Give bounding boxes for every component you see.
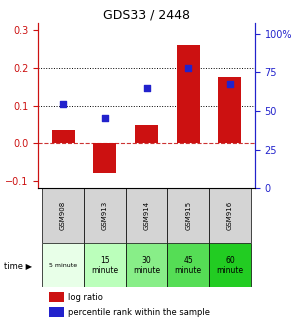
Text: percentile rank within the sample: percentile rank within the sample	[69, 308, 210, 317]
Bar	[209, 188, 251, 243]
Bar	[84, 188, 126, 243]
Title: GDS33 / 2448: GDS33 / 2448	[103, 9, 190, 22]
Bar	[218, 77, 241, 143]
Bar	[126, 188, 167, 243]
Text: GSM914: GSM914	[144, 201, 149, 230]
Bar	[93, 143, 116, 173]
Bar	[167, 188, 209, 243]
Bar	[126, 243, 167, 287]
Point	[103, 115, 107, 120]
Point	[228, 81, 232, 86]
Text: 60
minute: 60 minute	[216, 256, 243, 275]
Text: 30
minute: 30 minute	[133, 256, 160, 275]
Text: GSM916: GSM916	[227, 201, 233, 231]
Point	[186, 65, 190, 71]
Bar	[42, 188, 84, 243]
Bar	[167, 243, 209, 287]
Point	[144, 85, 149, 90]
Point	[61, 102, 65, 107]
Text: GSM915: GSM915	[185, 201, 191, 230]
Bar	[49, 292, 64, 302]
Text: 45
minute: 45 minute	[175, 256, 202, 275]
Bar	[49, 307, 64, 317]
Bar	[52, 130, 75, 143]
Bar	[135, 125, 158, 143]
Text: 5 minute: 5 minute	[49, 263, 77, 268]
Bar	[209, 243, 251, 287]
Text: GSM908: GSM908	[60, 201, 66, 231]
Bar	[42, 243, 84, 287]
Text: time ▶: time ▶	[4, 261, 32, 270]
Text: log ratio: log ratio	[69, 293, 103, 302]
Bar	[84, 243, 126, 287]
Text: GSM913: GSM913	[102, 201, 108, 231]
Bar	[177, 45, 200, 143]
Text: 15
minute: 15 minute	[91, 256, 118, 275]
